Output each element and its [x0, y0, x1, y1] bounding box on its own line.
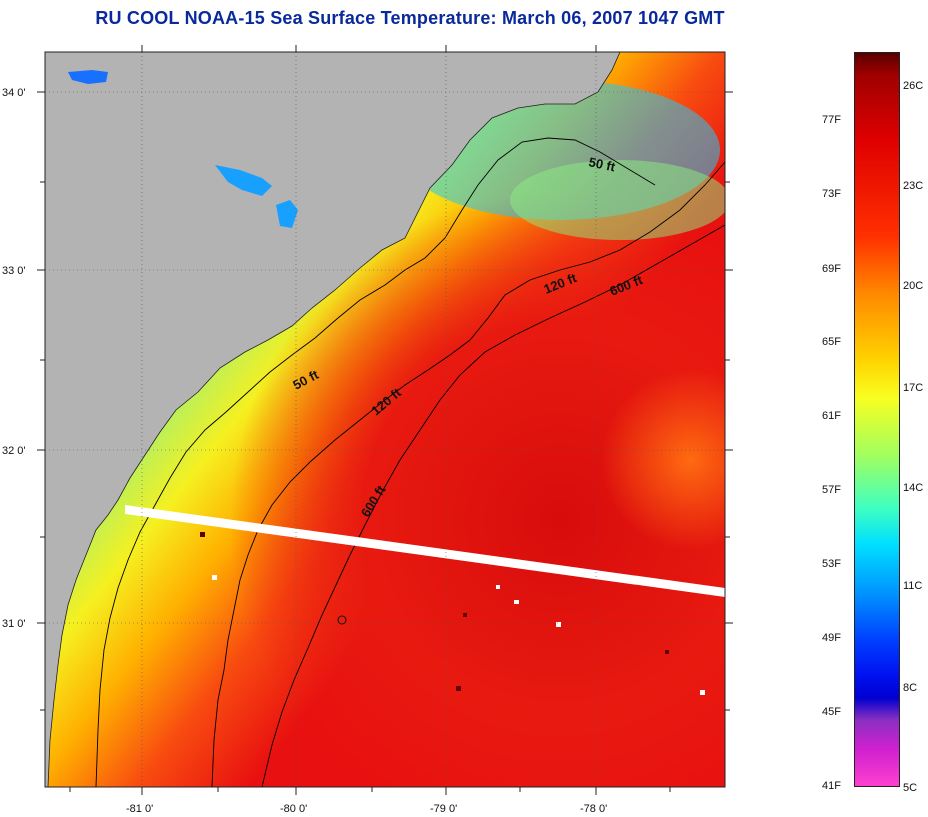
colorbar-label-c: 11C	[903, 580, 923, 592]
colorbar-label-f: 49F	[822, 632, 841, 644]
lon-label-78: -78 0'	[580, 803, 607, 815]
pixel-speck	[200, 532, 205, 537]
pixel-speck	[456, 686, 461, 691]
colorbar-label-f: 53F	[822, 558, 841, 570]
chart-title: RU COOL NOAA-15 Sea Surface Temperature:…	[95, 8, 725, 28]
colorbar-label-c: 8C	[903, 682, 918, 694]
pixel-speck	[556, 622, 561, 627]
colorbar-label-c: 14C	[903, 482, 924, 494]
map-graticule	[45, 52, 725, 787]
lon-label-80: -80 0'	[280, 803, 307, 815]
isobath-50ft	[95, 137, 656, 787]
colorbar-label-f: 41F	[822, 780, 841, 792]
colorbar-label-c: 17C	[903, 382, 924, 394]
lat-label-33: 33 0'	[2, 265, 26, 277]
map-frame	[44, 51, 726, 788]
axis-ticks	[37, 45, 733, 795]
pixel-speck	[496, 585, 500, 589]
lat-label-31: 31 0'	[2, 618, 26, 630]
isobath-600ft	[261, 224, 725, 787]
colorbar-label-c: 20C	[903, 280, 924, 292]
mid-shelf-water	[510, 160, 725, 240]
inland-lake	[68, 70, 108, 84]
temperature-colorbar	[854, 52, 900, 787]
isobath-label-50ft-north: 50 ft	[587, 154, 617, 174]
colorbar-label-c: 5C	[903, 782, 918, 794]
lat-label-32: 32 0'	[2, 445, 26, 457]
inland-lake	[276, 200, 298, 228]
coastline	[47, 52, 621, 787]
inland-lake	[215, 165, 272, 196]
lat-label-34: 34 0'	[2, 87, 26, 99]
pixel-speck	[463, 613, 467, 617]
marker-circle	[337, 615, 347, 625]
pixel-speck	[700, 690, 705, 695]
lon-label-81: -81 0'	[126, 803, 153, 815]
colorbar-label-f: 57F	[822, 484, 841, 496]
colorbar-label-f: 61F	[822, 410, 841, 422]
colorbar-label-f: 45F	[822, 706, 841, 718]
colorbar-label-c: 26C	[903, 80, 924, 92]
missing-data-swath	[125, 505, 725, 597]
pixel-speck	[212, 575, 217, 580]
pixel-speck	[665, 650, 669, 654]
colorbar-label-f: 73F	[822, 188, 841, 200]
colorbar-label-c: 23C	[903, 180, 924, 192]
colorbar-label-f: 65F	[822, 336, 841, 348]
land	[45, 52, 620, 787]
pixel-speck	[514, 600, 519, 604]
lon-label-79: -79 0'	[430, 803, 457, 815]
map-frame-content	[45, 52, 725, 787]
isobath-120ft	[211, 161, 725, 787]
colorbar-label-f: 77F	[822, 114, 841, 126]
colorbar-label-f: 69F	[822, 263, 841, 275]
